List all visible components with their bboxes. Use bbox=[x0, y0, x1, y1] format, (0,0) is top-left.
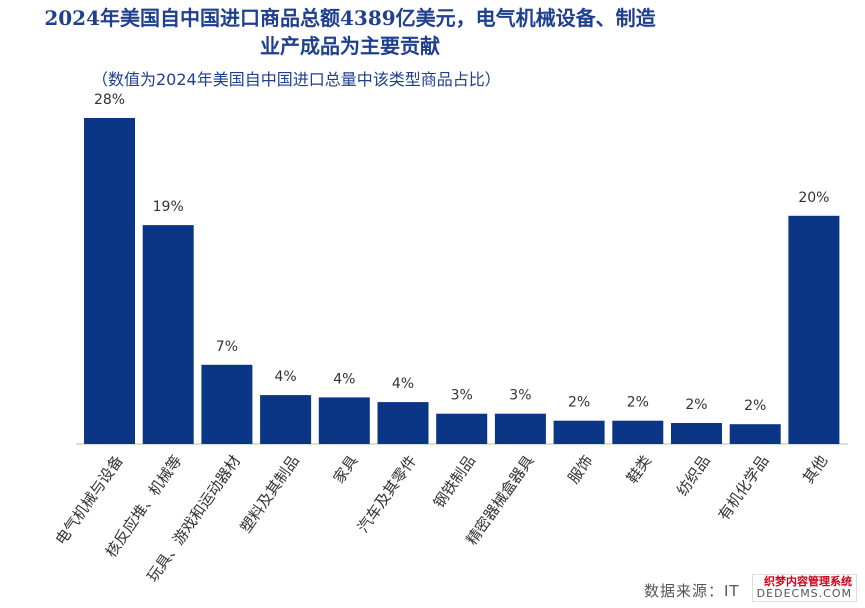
bar-11 bbox=[729, 424, 781, 444]
bar-value-label-4: 4% bbox=[333, 371, 355, 387]
bar-7 bbox=[494, 413, 546, 444]
category-label-11: 有机化学品 bbox=[715, 452, 773, 524]
chart-title-line2: 业产成品为主要贡献 bbox=[260, 34, 440, 58]
bar-value-label-3: 4% bbox=[274, 369, 296, 385]
bar-value-label-11: 2% bbox=[744, 398, 766, 414]
category-label-3: 塑料及其制品 bbox=[237, 452, 303, 536]
category-label-5: 汽车及其零件 bbox=[354, 452, 420, 536]
bar-12 bbox=[788, 215, 840, 444]
watermark-logo: 织梦内容管理系统 DEDECMS.COM bbox=[751, 574, 857, 602]
data-source: 数据来源：IT bbox=[644, 582, 740, 600]
bar-1 bbox=[142, 225, 194, 444]
bar-value-label-0: 28% bbox=[94, 92, 125, 108]
bar-6 bbox=[436, 413, 488, 444]
category-label-10: 纺织品 bbox=[673, 452, 714, 499]
bar-2 bbox=[201, 364, 253, 444]
bar-0 bbox=[84, 118, 135, 444]
bar-value-label-7: 3% bbox=[509, 388, 531, 404]
bar-value-label-5: 4% bbox=[392, 376, 414, 392]
watermark-bottom-text: DEDECMS.COM bbox=[756, 587, 852, 600]
category-label-9: 鞋类 bbox=[623, 452, 655, 487]
bar-value-label-1: 19% bbox=[153, 199, 184, 215]
bar-value-label-12: 20% bbox=[798, 190, 829, 206]
chart-title-line1: 2024年美国自中国进口商品总额4389亿美元，电气机械设备、制造 bbox=[44, 6, 656, 30]
bar-value-label-10: 2% bbox=[685, 397, 707, 413]
bar-4 bbox=[318, 397, 370, 444]
category-label-12: 其他 bbox=[799, 452, 831, 487]
watermark-top-text: 织梦内容管理系统 bbox=[764, 575, 852, 588]
bar-3 bbox=[260, 395, 312, 444]
bar-value-label-9: 2% bbox=[627, 395, 649, 411]
category-label-8: 服饰 bbox=[564, 452, 596, 487]
chart-subtitle: （数值为2024年美国自中国进口总量中该类型商品占比） bbox=[92, 70, 501, 89]
bar-5 bbox=[377, 402, 429, 444]
bar-10 bbox=[671, 423, 722, 444]
bar-value-label-8: 2% bbox=[568, 395, 590, 411]
chart-title: 2024年美国自中国进口商品总额4389亿美元，电气机械设备、制造 业产成品为主… bbox=[0, 4, 700, 60]
bar-value-label-2: 7% bbox=[216, 339, 238, 355]
category-label-6: 钢铁制品 bbox=[430, 452, 479, 511]
bar-value-label-6: 3% bbox=[451, 388, 473, 404]
category-label-4: 家具 bbox=[330, 452, 362, 487]
bar-8 bbox=[553, 420, 605, 444]
bar-9 bbox=[612, 420, 664, 444]
